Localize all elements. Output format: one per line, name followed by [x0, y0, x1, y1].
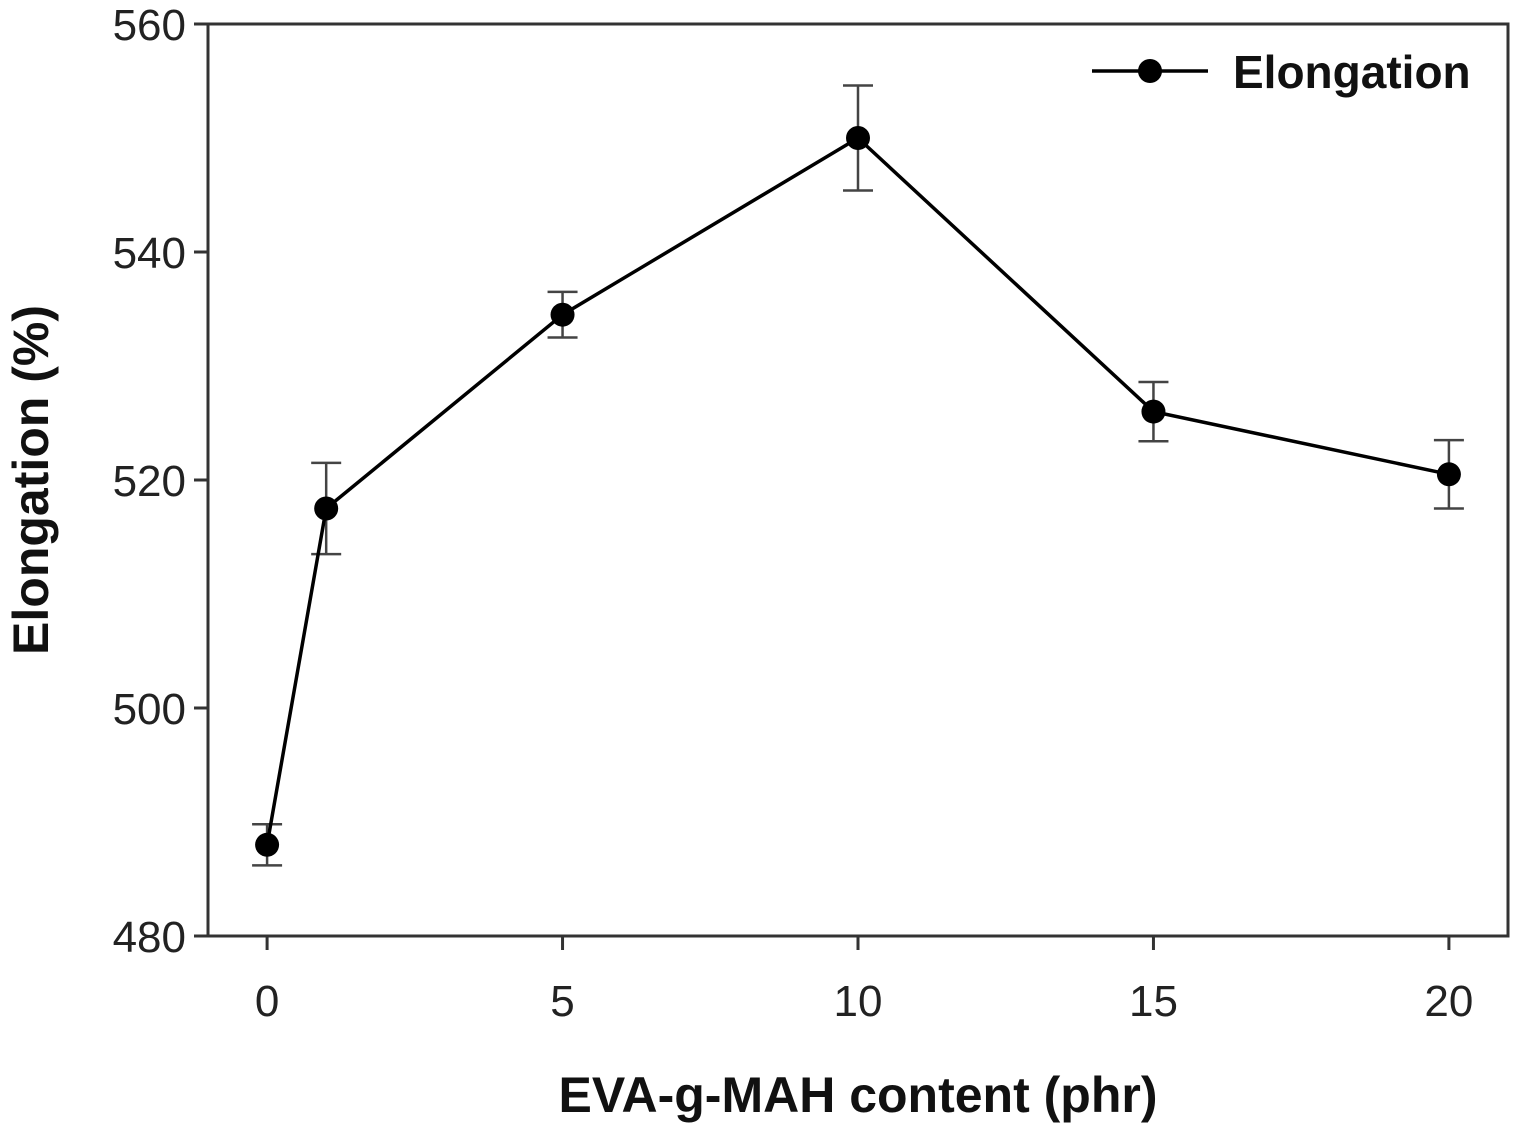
x-axis-title: EVA-g-MAH content (phr): [559, 1067, 1158, 1123]
data-points: [255, 126, 1461, 857]
y-tick-label-480: 480: [113, 913, 186, 962]
x-tick-label-5: 5: [550, 977, 574, 1026]
data-point-10: [846, 126, 870, 150]
x-tick-label-0: 0: [255, 977, 279, 1026]
x-axis-ticks: [265, 936, 1451, 950]
y-tick-label-500: 500: [113, 685, 186, 734]
y-axis-ticks: [194, 22, 208, 938]
x-tick-label-20: 20: [1424, 977, 1473, 1026]
y-tick-label-520: 520: [113, 457, 186, 506]
y-tick-label-560: 560: [113, 1, 186, 50]
y-tick-label-540: 540: [113, 229, 186, 278]
y-axis-tick-labels: 480 500 520 540 560: [113, 1, 186, 962]
y-axis-title: Elongation (%): [3, 305, 59, 655]
data-point-5: [550, 302, 575, 327]
data-point-0: [255, 832, 280, 857]
data-point-1: [314, 496, 339, 521]
x-tick-label-15: 15: [1129, 977, 1178, 1026]
legend-marker: [1138, 59, 1162, 83]
data-point-20: [1436, 462, 1461, 487]
series-line-elongation: [265, 135, 1450, 846]
data-point-15: [1141, 399, 1166, 424]
legend: Elongation: [1092, 46, 1471, 98]
x-axis-tick-labels: 0 5 10 15 20: [255, 977, 1474, 1026]
legend-label-elongation: Elongation: [1233, 46, 1471, 98]
x-tick-label-10: 10: [834, 977, 883, 1026]
error-bars: [252, 84, 1464, 867]
